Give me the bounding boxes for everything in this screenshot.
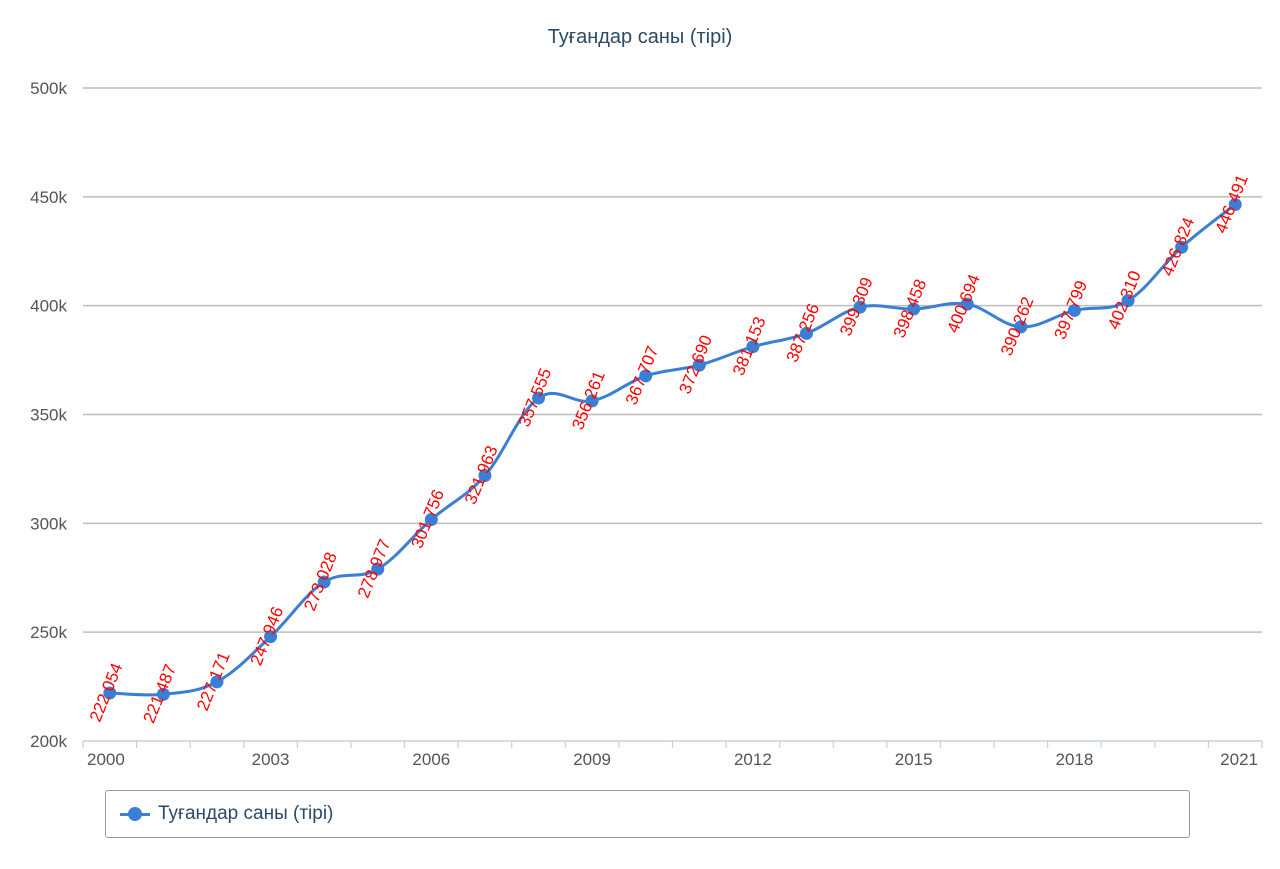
data-point bbox=[317, 575, 331, 589]
x-tick-label: 2009 bbox=[573, 750, 611, 769]
data-label: 402 310 bbox=[1104, 268, 1145, 332]
data-point bbox=[853, 300, 867, 314]
data-label: 372 690 bbox=[675, 333, 716, 397]
y-tick-label: 450k bbox=[30, 188, 67, 207]
data-point bbox=[746, 340, 760, 354]
y-tick-label: 350k bbox=[30, 406, 67, 425]
series-line-layer bbox=[109, 203, 1237, 697]
x-axis: 2000 2003 2006 2009 2012 2015 2018 2021 bbox=[82, 740, 1263, 769]
y-tick-label: 250k bbox=[30, 623, 67, 642]
data-point bbox=[156, 687, 170, 701]
data-label: 426 824 bbox=[1158, 215, 1199, 279]
y-tick-label: 500k bbox=[30, 79, 67, 98]
data-point bbox=[1175, 240, 1189, 254]
data-points bbox=[103, 197, 1242, 701]
x-tick-label: 2000 bbox=[87, 750, 125, 769]
data-point bbox=[264, 630, 278, 644]
x-tick-label: 2012 bbox=[734, 750, 772, 769]
data-point bbox=[1121, 294, 1135, 308]
data-point bbox=[692, 358, 706, 372]
data-label: 278 977 bbox=[354, 536, 395, 600]
data-point bbox=[424, 513, 438, 527]
grid-layer bbox=[83, 87, 1262, 633]
y-tick-label: 200k bbox=[30, 732, 67, 751]
data-point bbox=[907, 302, 921, 316]
legend-item[interactable]: Туғандар саны (тірі) bbox=[120, 791, 333, 837]
data-point bbox=[210, 675, 224, 689]
data-label: 321 963 bbox=[461, 443, 502, 507]
data-label: 247 946 bbox=[247, 604, 288, 668]
data-label: 367 707 bbox=[622, 343, 663, 407]
data-label: 387 256 bbox=[783, 301, 824, 365]
data-point bbox=[1228, 197, 1242, 211]
series-line bbox=[109, 203, 1237, 697]
data-label: 301 756 bbox=[407, 487, 448, 551]
data-label: 357 555 bbox=[515, 365, 556, 429]
data-point bbox=[1014, 320, 1028, 334]
data-point bbox=[478, 469, 492, 483]
x-tick-label: 2006 bbox=[412, 750, 450, 769]
data-point bbox=[960, 297, 974, 311]
data-point bbox=[585, 394, 599, 408]
y-tick-label: 400k bbox=[30, 297, 67, 316]
x-tick-label: 2021 bbox=[1220, 750, 1258, 769]
legend-swatch-icon bbox=[120, 807, 150, 821]
x-tick-label: 2018 bbox=[1056, 750, 1094, 769]
data-point bbox=[799, 326, 813, 340]
x-tick-label: 2015 bbox=[895, 750, 933, 769]
data-point bbox=[639, 369, 653, 383]
y-axis: 200k 250k 300k 350k 400k 450k 500k bbox=[30, 79, 67, 751]
legend: Туғандар саны (тірі) bbox=[105, 790, 1190, 838]
x-tick-label: 2003 bbox=[252, 750, 290, 769]
data-label: 227 171 bbox=[193, 649, 234, 713]
data-point bbox=[103, 686, 117, 700]
data-point bbox=[532, 391, 546, 405]
data-label: 446 491 bbox=[1211, 172, 1252, 236]
legend-label: Туғандар саны (тірі) bbox=[158, 803, 334, 824]
y-tick-label: 300k bbox=[30, 514, 67, 533]
data-label: 381 153 bbox=[729, 314, 770, 378]
data-label: 273 028 bbox=[300, 549, 341, 613]
data-point bbox=[371, 562, 385, 576]
data-point bbox=[1067, 303, 1081, 317]
chart-title: Туғандар саны (тірі) bbox=[548, 26, 733, 48]
